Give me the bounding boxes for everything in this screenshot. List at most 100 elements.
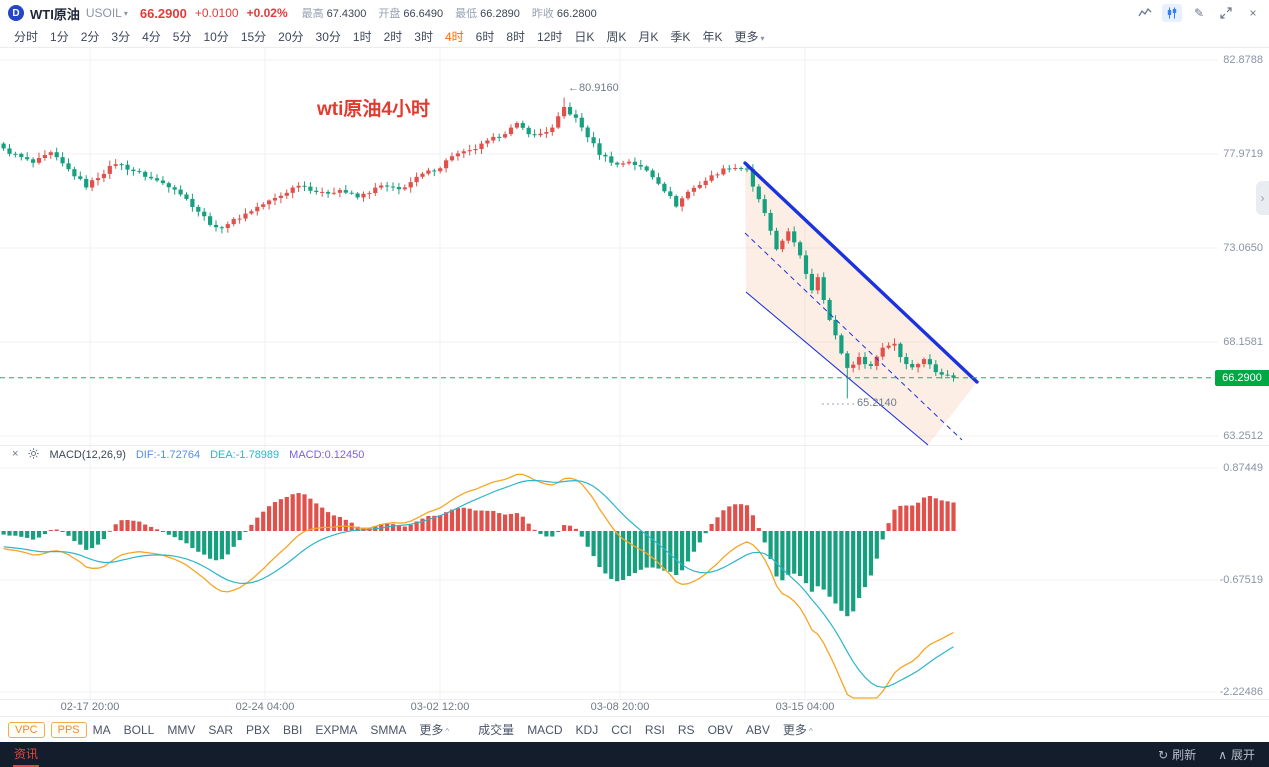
close-icon[interactable]: × — [1249, 6, 1257, 20]
chevron-up-icon: ^ — [445, 727, 450, 736]
timeframe-10分[interactable]: 10分 — [203, 30, 229, 44]
stat-value: 66.2890 — [480, 8, 520, 20]
last-price: 66.2900 — [139, 5, 187, 21]
timeframe-15分[interactable]: 15分 — [240, 30, 267, 44]
ma-item-BOLL[interactable]: BOLL — [123, 722, 155, 737]
stat-2: 最低 66.2890 — [455, 5, 520, 21]
timeframe-5分[interactable]: 5分 — [172, 30, 192, 44]
macd-axis-label-1: -0.67519 — [1219, 574, 1263, 586]
symbol-code[interactable]: USOIL — [85, 6, 122, 20]
ma-item-EXPMA[interactable]: EXPMA — [315, 722, 358, 737]
macd-axis-label-2: -2.22486 — [1219, 686, 1263, 698]
timeframe-12时[interactable]: 12时 — [537, 30, 563, 44]
drawing-icon[interactable]: ✎ — [1193, 6, 1205, 20]
ma-item-SAR[interactable]: SAR — [208, 722, 234, 737]
indicator-item-OBV[interactable]: OBV — [707, 722, 733, 737]
price-change-pct: +0.02% — [246, 6, 288, 20]
macd-dea-value: DEA:-1.78989 — [210, 448, 280, 461]
time-axis-label-4: 03-15 04:00 — [775, 701, 835, 713]
timeframe-1分[interactable]: 1分 — [50, 30, 69, 44]
indicator-toolbar: VPC PPS MA BOLL MMV SAR PBX BBI EXPMA SMMA 更多 ^ 成交量 M… — [0, 716, 1269, 742]
macd-header: × MACD(12,26,9) DIF:-1.72764 DEA:-1.7898… — [0, 446, 364, 463]
ma-item-MA[interactable]: MA — [92, 722, 111, 737]
daily-stats: 最高 67.4300 开盘 66.6490 最低 66.2890 昨收 66.2800 — [302, 5, 597, 21]
macd-dif-value: DIF:-1.72764 — [135, 448, 201, 461]
timeframe-30分[interactable]: 30分 — [315, 30, 341, 44]
indicator-item-RSI[interactable]: RSI — [644, 722, 665, 737]
ma-item-MMV[interactable]: MMV — [167, 722, 196, 737]
side-panel-toggle[interactable]: › — [1256, 181, 1269, 215]
timeframe-4时[interactable]: 4时 — [444, 30, 464, 44]
indicator-item-MACD[interactable]: MACD — [527, 722, 563, 737]
indicator-item-成交量[interactable]: 成交量 — [478, 723, 515, 737]
timeframe-2分[interactable]: 2分 — [80, 30, 100, 44]
stat-value: 66.6490 — [403, 8, 444, 20]
fullscreen-icon[interactable] — [1216, 4, 1236, 22]
ma-item-更多[interactable]: 更多 ^ — [419, 723, 450, 737]
chevron-down-icon: ▾ — [123, 8, 128, 18]
chevron-up-icon: ∧ — [1218, 747, 1227, 762]
statusbar-right: ↻ 刷新 ∧ 展开 — [1158, 746, 1255, 763]
macd-settings-icon[interactable] — [28, 447, 40, 462]
price-axis-label-0: 82.8788 — [1223, 54, 1263, 66]
expand-label: 展开 — [1230, 748, 1255, 762]
timeframe-3分[interactable]: 3分 — [111, 30, 131, 44]
timeframe-更多[interactable]: 更多 ▾ — [734, 30, 765, 44]
timeframe-月K[interactable]: 月K — [638, 30, 659, 44]
timeframe-日K[interactable]: 日K — [574, 30, 595, 44]
ma-item-PBX[interactable]: PBX — [246, 722, 271, 737]
timeframe-1时[interactable]: 1时 — [352, 30, 372, 44]
indicator-item-RS[interactable]: RS — [677, 722, 695, 737]
timeframe-6时[interactable]: 6时 — [475, 30, 495, 44]
refresh-label: 刷新 — [1172, 748, 1197, 762]
stat-3: 昨收 66.2800 — [532, 5, 597, 21]
trend-channel-lines — [0, 161, 1218, 446]
header-icons: ✎ × — [1135, 4, 1263, 22]
timeframe-分时[interactable]: 分时 — [14, 30, 39, 44]
price-axis-label-4: 63.2512 — [1223, 430, 1263, 442]
timeframe-季K[interactable]: 季K — [670, 30, 691, 44]
timeframe-4分[interactable]: 4分 — [142, 30, 161, 44]
macd-title: MACD(12,26,9) — [49, 448, 126, 461]
time-axis-label-2: 03-02 12:00 — [410, 701, 470, 713]
indicator-item-CCI[interactable]: CCI — [611, 722, 632, 737]
stat-value: 67.4300 — [326, 8, 367, 20]
tool-VPC[interactable]: VPC — [8, 721, 45, 738]
stat-1: 开盘 66.6490 — [378, 5, 443, 21]
timeframe-2时[interactable]: 2时 — [383, 30, 403, 44]
timeframe-周K[interactable]: 周K — [606, 30, 627, 44]
timeframe-8时[interactable]: 8时 — [506, 30, 526, 44]
stat-value: 66.2800 — [556, 8, 597, 20]
ma-item-BBI[interactable]: BBI — [283, 722, 303, 737]
ma-item-SMMA[interactable]: SMMA — [370, 722, 407, 737]
stat-label: 开盘 — [378, 8, 401, 20]
indicator-item-ABV[interactable]: ABV — [745, 722, 770, 737]
price-axis-label-2: 73.0650 — [1223, 242, 1263, 254]
time-axis-label-3: 03-08 20:00 — [590, 701, 650, 713]
time-axis-label-1: 02-24 04:00 — [235, 701, 295, 713]
grid-lines — [0, 48, 1269, 700]
indicator-item-更多[interactable]: 更多 ^ — [782, 723, 813, 737]
chart-annotation: wti原油4小时 — [317, 99, 430, 120]
timeframe-3时[interactable]: 3时 — [414, 30, 433, 44]
stat-label: 最低 — [455, 8, 478, 20]
status-bar: 资讯 ↻ 刷新 ∧ 展开 — [0, 742, 1269, 767]
stat-label: 昨收 — [531, 8, 554, 20]
refresh-icon: ↻ — [1158, 747, 1169, 762]
trend-channel-fill — [745, 163, 977, 445]
header-bar: D WTI原油 USOIL ▾ 66.2900 +0.0100 +0.02% 最… — [0, 0, 1269, 26]
symbol-title: WTI原油 — [30, 6, 80, 22]
news-tab[interactable]: 资讯 — [14, 742, 38, 767]
tool-PPS[interactable]: PPS — [50, 721, 87, 738]
macd-pane — [1, 473, 956, 699]
indicator-item-KDJ[interactable]: KDJ — [575, 722, 599, 737]
macd-close-icon[interactable]: × — [12, 448, 19, 460]
stat-label: 最高 — [301, 8, 324, 20]
timeframe-年K[interactable]: 年K — [702, 30, 723, 44]
candlestick-icon[interactable] — [1162, 4, 1182, 22]
line-chart-icon[interactable] — [1135, 4, 1155, 22]
timeframe-20分[interactable]: 20分 — [278, 30, 304, 44]
expand-button[interactable]: ∧ 展开 — [1218, 746, 1255, 763]
refresh-button[interactable]: ↻ 刷新 — [1158, 746, 1196, 763]
